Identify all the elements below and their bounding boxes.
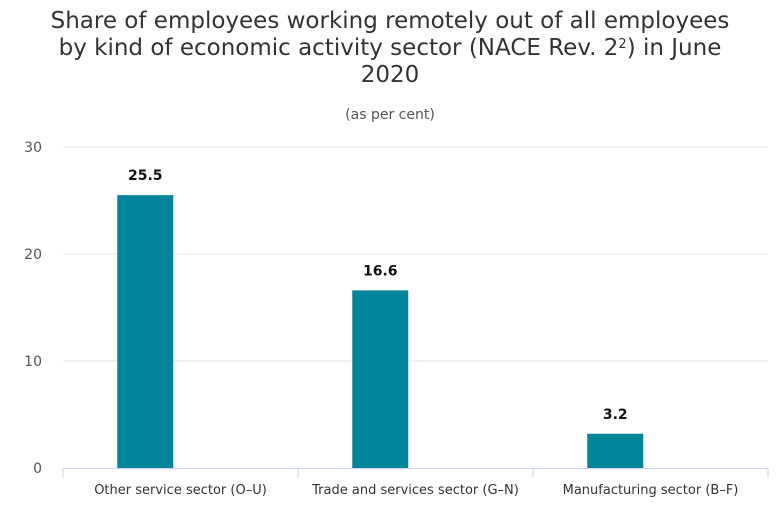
y-tick-label: 30: [24, 140, 42, 156]
title-line-2-main: by kind of economic activity sector (NAC…: [58, 35, 619, 61]
title-line-3: 2020: [360, 62, 420, 88]
bar-value-label: 3.2: [603, 407, 628, 423]
x-category-label: Manufacturing sector (B–F): [563, 483, 739, 498]
title-line-2-end: ) in June: [626, 35, 722, 61]
bar-value-label: 25.5: [128, 168, 163, 184]
bar-2: [352, 290, 409, 468]
bar-3: [587, 433, 644, 468]
bar-1: [117, 195, 174, 468]
x-category-label: Trade and services sector (G–N): [311, 483, 519, 498]
y-tick-label: 20: [24, 247, 42, 263]
chart-subtitle: (as per cent): [345, 107, 435, 123]
title-line-2: by kind of economic activity sector (NAC…: [40, 35, 740, 62]
x-category-label: Other service sector (O–U): [94, 483, 267, 498]
chart-title: Share of employees working remotely out …: [40, 8, 740, 89]
y-tick-label: 10: [24, 354, 42, 370]
bar-value-label: 16.6: [363, 263, 398, 279]
title-footnote-marker: 2: [618, 37, 627, 52]
title-line-1: Share of employees working remotely out …: [50, 8, 730, 34]
y-tick-label: 0: [33, 461, 42, 477]
